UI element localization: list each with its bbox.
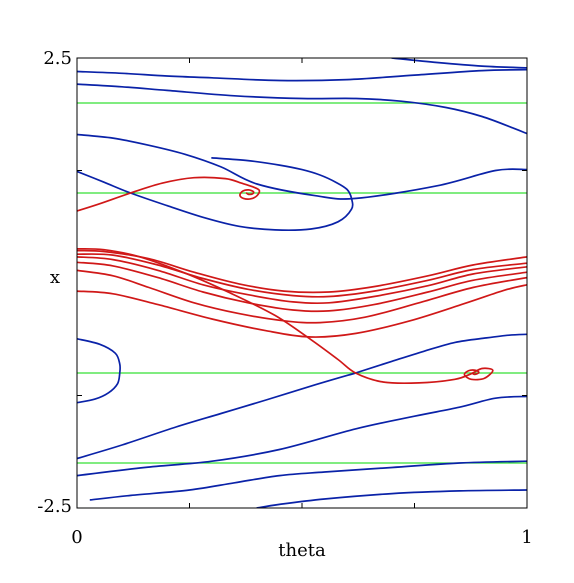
blue-trajectory-10 (256, 489, 527, 508)
trajectory-curves (77, 58, 527, 508)
x-tick-label-left: 0 (71, 527, 82, 548)
red-trajectory-18 (77, 247, 494, 385)
red-trajectory-17 (77, 283, 527, 338)
y-tick-label-top: 2.5 (43, 48, 72, 69)
x-axis-label: theta (278, 540, 326, 561)
blue-trajectory-1 (77, 83, 527, 135)
blue-trajectory-7 (77, 372, 357, 460)
blue-trajectory-3 (391, 58, 527, 69)
red-trajectory-13 (77, 261, 527, 313)
tick-marks (77, 58, 527, 508)
y-axis-label: x (50, 267, 60, 288)
blue-trajectory-8 (77, 395, 527, 477)
blue-trajectory-5 (77, 337, 122, 404)
x-tick-label-right: 1 (521, 527, 532, 548)
blue-trajectory-6 (354, 333, 527, 374)
red-trajectory-11 (77, 176, 261, 212)
red-trajectory-14 (77, 256, 527, 305)
blue-trajectory-2 (77, 133, 527, 200)
red-trajectory-15 (77, 253, 527, 298)
y-tick-label-bottom: -2.5 (37, 496, 72, 517)
blue-trajectory-4 (77, 157, 354, 232)
blue-trajectory-9 (89, 460, 527, 501)
blue-trajectory-0 (77, 68, 527, 82)
